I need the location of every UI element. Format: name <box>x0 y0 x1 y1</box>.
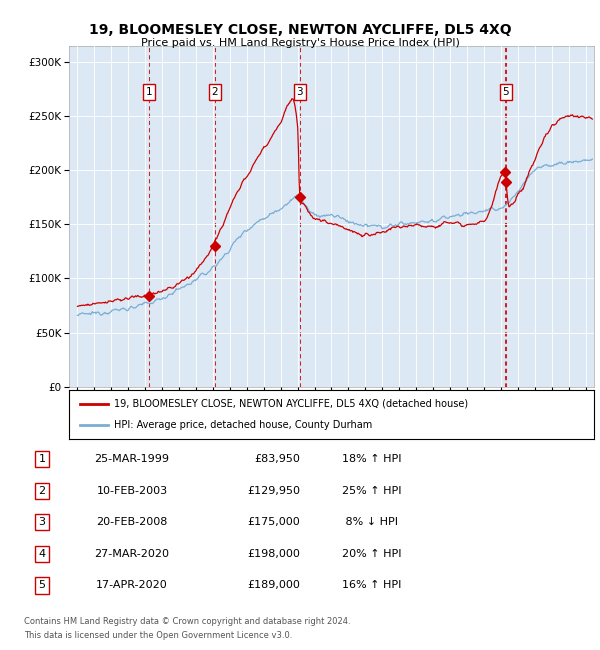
Text: £175,000: £175,000 <box>247 517 300 527</box>
Text: 5: 5 <box>38 580 46 590</box>
Text: 10-FEB-2003: 10-FEB-2003 <box>97 486 167 496</box>
Text: 3: 3 <box>296 87 303 97</box>
Text: 5: 5 <box>503 87 509 97</box>
Text: 27-MAR-2020: 27-MAR-2020 <box>95 549 170 559</box>
Text: 16% ↑ HPI: 16% ↑ HPI <box>342 580 401 590</box>
Text: 3: 3 <box>38 517 46 527</box>
Text: 25-MAR-1999: 25-MAR-1999 <box>95 454 170 464</box>
Text: 19, BLOOMESLEY CLOSE, NEWTON AYCLIFFE, DL5 4XQ: 19, BLOOMESLEY CLOSE, NEWTON AYCLIFFE, D… <box>89 23 511 37</box>
Text: £129,950: £129,950 <box>247 486 300 496</box>
Text: 1: 1 <box>38 454 46 464</box>
Text: 20% ↑ HPI: 20% ↑ HPI <box>342 549 401 559</box>
Text: This data is licensed under the Open Government Licence v3.0.: This data is licensed under the Open Gov… <box>24 631 292 640</box>
Text: Price paid vs. HM Land Registry's House Price Index (HPI): Price paid vs. HM Land Registry's House … <box>140 38 460 47</box>
Text: 18% ↑ HPI: 18% ↑ HPI <box>342 454 401 464</box>
Text: 2: 2 <box>212 87 218 97</box>
Text: £189,000: £189,000 <box>247 580 300 590</box>
Text: 20-FEB-2008: 20-FEB-2008 <box>97 517 167 527</box>
Text: Contains HM Land Registry data © Crown copyright and database right 2024.: Contains HM Land Registry data © Crown c… <box>24 617 350 626</box>
Text: £83,950: £83,950 <box>254 454 300 464</box>
Text: 4: 4 <box>38 549 46 559</box>
Text: 1: 1 <box>146 87 152 97</box>
Text: 25% ↑ HPI: 25% ↑ HPI <box>342 486 401 496</box>
Text: 8% ↓ HPI: 8% ↓ HPI <box>342 517 398 527</box>
Text: 17-APR-2020: 17-APR-2020 <box>96 580 168 590</box>
Text: £198,000: £198,000 <box>247 549 300 559</box>
Text: 2: 2 <box>38 486 46 496</box>
Text: 19, BLOOMESLEY CLOSE, NEWTON AYCLIFFE, DL5 4XQ (detached house): 19, BLOOMESLEY CLOSE, NEWTON AYCLIFFE, D… <box>113 398 468 409</box>
Text: HPI: Average price, detached house, County Durham: HPI: Average price, detached house, Coun… <box>113 420 372 430</box>
